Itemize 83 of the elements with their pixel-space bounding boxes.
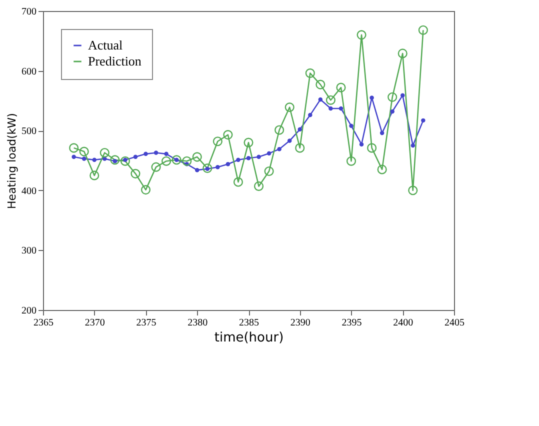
point <box>308 112 312 118</box>
point <box>100 148 110 158</box>
point <box>328 106 333 111</box>
point <box>408 186 418 196</box>
x-tick-label: 2390 <box>290 318 310 328</box>
point <box>72 154 76 160</box>
point <box>380 130 384 136</box>
point <box>82 156 86 161</box>
point <box>316 80 326 90</box>
point <box>92 158 96 162</box>
point <box>244 138 254 148</box>
point <box>418 25 428 35</box>
point <box>120 156 130 166</box>
point <box>410 143 416 148</box>
point <box>133 154 138 160</box>
y-tick-label: 600 <box>22 66 36 78</box>
point <box>79 146 89 156</box>
point <box>370 96 374 100</box>
legend-label: Prediction <box>88 54 142 68</box>
point <box>398 48 408 58</box>
y-tick-label: 300 <box>22 246 36 257</box>
point <box>90 170 100 180</box>
x-tick-label: 2370 <box>84 318 105 328</box>
point <box>266 151 272 156</box>
point <box>140 185 151 195</box>
point <box>277 147 282 152</box>
point <box>390 109 394 114</box>
y-tick-label: 200 <box>22 306 36 316</box>
point <box>236 158 240 162</box>
point <box>284 102 294 112</box>
point <box>318 97 323 102</box>
point <box>154 150 158 155</box>
x-tick-label: 2385 <box>239 318 259 328</box>
point <box>182 156 192 166</box>
point <box>298 127 302 132</box>
point <box>421 118 426 123</box>
point <box>346 156 356 166</box>
y-tick-label: 500 <box>22 126 36 138</box>
point <box>233 177 244 187</box>
point <box>144 152 148 156</box>
point <box>254 181 264 191</box>
point <box>338 106 344 111</box>
point <box>400 93 405 98</box>
point <box>226 162 230 166</box>
x-axis-title: time(hour) <box>214 330 284 346</box>
point <box>110 155 120 165</box>
x-tick-label: 2375 <box>136 318 156 328</box>
point <box>164 152 168 156</box>
point <box>130 168 140 178</box>
point <box>287 138 292 143</box>
point <box>162 156 172 166</box>
point <box>305 68 315 78</box>
point <box>192 152 202 162</box>
x-tick-label: 2405 <box>444 318 464 328</box>
point <box>69 143 79 153</box>
point <box>195 168 200 172</box>
y-axis-title: Heating load(kW) <box>6 113 18 209</box>
point <box>356 30 366 40</box>
point <box>377 164 387 174</box>
point <box>264 166 274 176</box>
x-tick-label: 2395 <box>342 318 362 328</box>
point <box>388 92 398 102</box>
point <box>172 155 182 165</box>
x-tick-label: 2400 <box>393 318 414 328</box>
y-tick-label: 400 <box>22 186 36 197</box>
point <box>349 124 354 128</box>
y-tick-label: 700 <box>22 6 36 18</box>
point <box>151 162 161 172</box>
x-tick-label: 2365 <box>34 318 54 328</box>
point <box>202 164 212 174</box>
legend-label: Actual <box>88 38 124 52</box>
point <box>367 143 377 153</box>
point <box>295 143 305 153</box>
point <box>246 156 251 160</box>
point <box>223 130 233 140</box>
point <box>336 82 346 92</box>
point <box>274 125 284 135</box>
x-tick-label: 2380 <box>188 318 208 328</box>
point <box>359 142 364 146</box>
point <box>216 164 220 170</box>
point <box>256 154 261 160</box>
point <box>212 136 222 146</box>
point <box>326 95 336 105</box>
